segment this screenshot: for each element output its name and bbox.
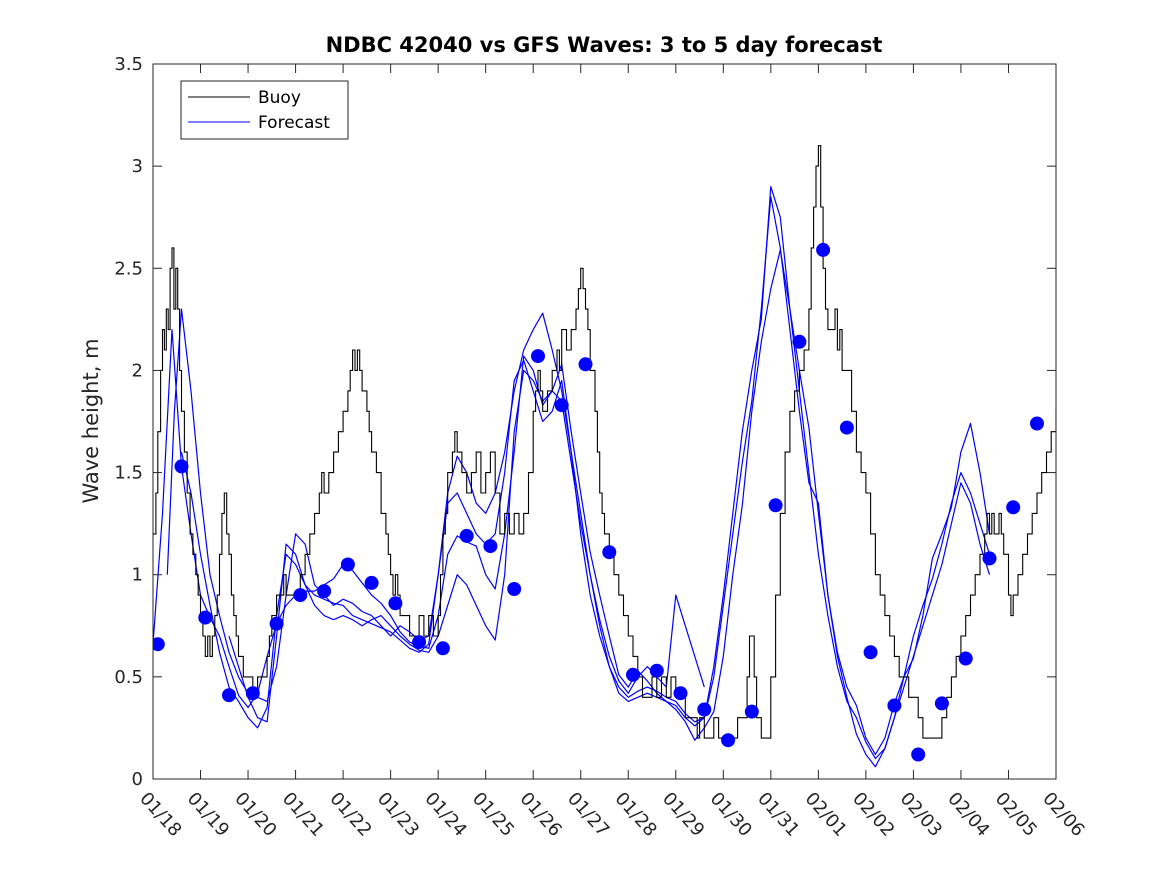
y-tick-label: 2.5 — [114, 258, 143, 279]
y-tick-label: 0.5 — [114, 667, 143, 688]
forecast-marker — [435, 641, 450, 656]
legend-forecast-label: Forecast — [258, 113, 330, 133]
forecast-marker — [887, 698, 902, 713]
forecast-marker — [578, 357, 593, 372]
forecast-marker — [721, 733, 736, 748]
forecast-marker — [364, 575, 379, 590]
legend-buoy-label: Buoy — [258, 88, 301, 108]
y-axis-label: Wave height, m — [79, 338, 103, 503]
forecast-marker — [958, 651, 973, 666]
forecast-marker — [174, 459, 189, 474]
legend: Buoy Forecast — [180, 80, 349, 140]
forecast-marker — [626, 667, 640, 682]
forecast-marker — [768, 498, 783, 513]
buoy-line — [153, 145, 1056, 739]
forecast-marker — [934, 696, 949, 711]
forecast-marker — [792, 334, 807, 349]
forecast-marker — [697, 702, 712, 717]
y-tick-label: 1 — [132, 565, 143, 586]
forecast-marker — [293, 588, 308, 603]
forecast-marker — [863, 645, 878, 660]
forecast-marker — [340, 557, 355, 572]
y-tick-label: 1.5 — [114, 463, 143, 484]
forecast-line — [228, 196, 991, 768]
forecast-line — [180, 186, 991, 760]
forecast-marker — [744, 704, 759, 719]
y-tick-label: 2 — [132, 360, 143, 381]
forecast-marker — [269, 616, 284, 631]
forecast-marker — [649, 663, 664, 678]
forecast-marker — [982, 551, 997, 566]
forecast-marker — [483, 539, 498, 554]
forecast-marker — [245, 686, 260, 701]
marker-layer — [153, 242, 1044, 762]
forecast-marker — [222, 688, 236, 703]
y-tick-label: 3 — [132, 156, 143, 177]
forecast-marker — [459, 528, 474, 543]
forecast-marker — [1006, 500, 1021, 515]
plot-area — [153, 64, 1056, 779]
forecast-marker — [602, 545, 617, 560]
forecast-marker — [198, 610, 213, 625]
forecast-marker — [153, 637, 165, 652]
forecast-marker — [1030, 416, 1044, 431]
chart-title: NDBC 42040 vs GFS Waves: 3 to 5 day fore… — [326, 33, 883, 57]
forecast-marker — [507, 582, 522, 596]
legend-box — [180, 80, 349, 140]
forecast-marker — [531, 349, 545, 364]
y-tick-label: 0 — [132, 769, 143, 790]
forecast-marker — [839, 420, 854, 435]
y-tick-label: 3.5 — [114, 54, 143, 75]
forecast-marker — [412, 635, 427, 650]
forecast-marker — [554, 398, 569, 413]
forecast-marker — [673, 686, 688, 701]
forecast-marker — [816, 242, 831, 257]
forecast-line — [153, 249, 991, 756]
axes-box — [152, 63, 1057, 780]
forecast-marker — [388, 596, 403, 611]
forecast-marker — [317, 584, 332, 599]
forecast-marker — [911, 747, 926, 762]
y-axis: 0 0.5 1 1.5 2 2.5 3 3.5 — [114, 54, 1056, 790]
